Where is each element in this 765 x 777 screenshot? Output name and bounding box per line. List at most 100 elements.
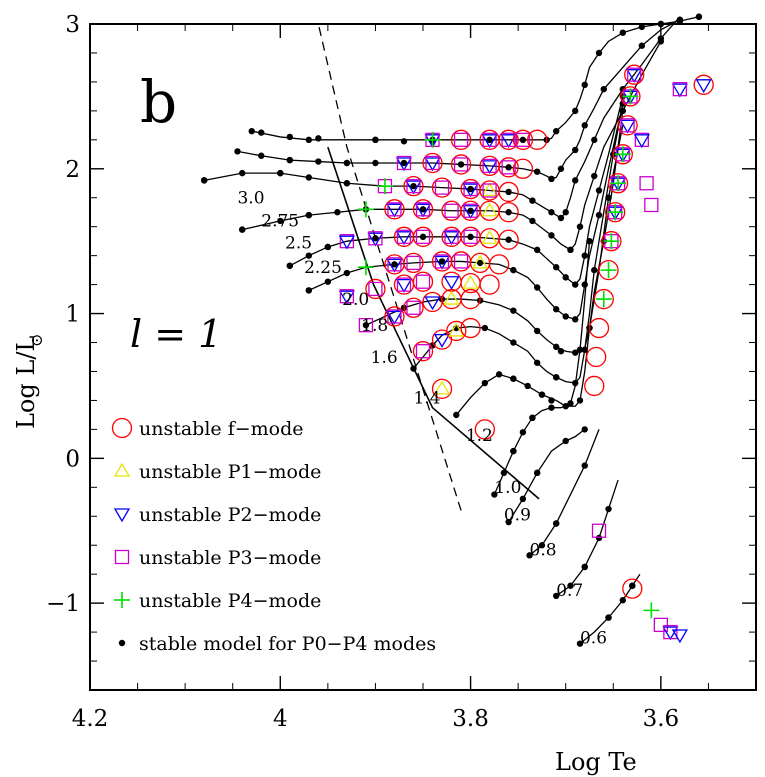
stable-point [286,133,293,141]
stable-point [572,177,579,184]
p3-mode-marker [672,82,688,97]
stable-point [591,266,598,274]
track-2.0 [289,96,624,286]
stable-point [562,209,569,216]
stable-point [467,207,474,214]
stable-point [372,235,379,242]
stable-point [562,274,569,281]
stable-point [553,520,560,527]
stable-point [572,349,579,356]
stable-point [595,534,603,542]
p2-mode-marker [386,258,403,273]
p2-mode-marker [462,205,479,220]
stable-point [533,246,541,254]
stable-point [576,346,584,353]
f-mode-marker [498,202,519,223]
x-axis: 4.2 4 3.8 3.6 [72,24,757,732]
stable-point [567,582,574,589]
stable-point [657,20,665,28]
f-mode-marker [693,74,714,95]
x-tick-label: 4 [273,706,288,732]
p2-mode-marker [113,508,131,523]
model-points [200,13,714,647]
stable-point [524,382,531,390]
stable-point [572,107,579,115]
stable-point [400,159,408,167]
p2-mode-marker [443,231,460,246]
p3-mode-marker [434,180,450,195]
f-mode-marker [512,158,534,179]
stable-point [605,614,612,621]
stable-point [581,281,588,288]
mass-label: 1.4 [413,388,440,408]
p2-mode-marker [433,333,451,348]
p3-mode-marker [406,300,421,315]
p1-mode-marker [443,290,460,305]
p3-mode-marker [387,309,402,324]
stable-point [548,175,555,183]
f-mode-marker [624,64,645,85]
p2-mode-marker [424,157,441,172]
p3-mode-marker [482,183,497,198]
stable-point [343,159,351,167]
f-mode-marker [460,317,481,339]
mass-label: 2.25 [304,258,342,278]
stable-point [533,359,541,366]
mass-label: 2.75 [261,212,299,232]
stable-point [581,563,588,571]
f-mode-marker [527,129,548,150]
f-mode-marker [598,259,619,281]
f-mode-marker [479,274,500,295]
legend-label: unstable P1−mode [139,461,321,483]
stable-point [500,469,508,477]
stable-point [581,462,588,469]
stable-point [410,365,417,372]
x-tick-label: 3.6 [643,706,680,732]
stable-point [519,429,527,436]
stable-point [315,158,322,165]
stable-point [476,259,484,267]
p2-mode-marker [395,231,413,246]
mass-label: 2.0 [342,290,369,310]
stable-point [553,306,560,313]
p2-mode-marker [481,160,498,175]
p2-mode-marker [633,134,650,149]
stable-point [305,287,313,294]
stable-point [362,321,370,329]
f-mode-marker [474,419,495,440]
stable-point [581,346,588,353]
f-mode-marker [450,154,472,175]
stable-point [619,597,626,604]
stable-point [286,156,293,164]
stable-point [258,152,265,159]
p2-mode-marker [338,290,356,305]
p1-mode-marker [481,229,498,244]
f-mode-marker [384,199,405,220]
legend-label: unstable P2−mode [139,504,321,526]
stable-point [572,316,579,323]
f-mode-marker [384,306,405,327]
stable-point [457,161,465,168]
p3-mode-marker [368,231,383,246]
stable-point [553,127,560,135]
mass-label: 2.5 [285,233,312,253]
track-0.7 [555,479,619,597]
f-mode-marker [431,378,453,400]
p3-mode-marker [406,179,421,194]
stable-point [438,258,446,265]
p3-mode-marker [444,203,459,218]
p3-mode-marker [620,118,635,133]
mass-label: 1.6 [371,348,398,368]
stable-point [595,211,603,219]
mass-label: 0.9 [504,506,531,526]
p2-mode-marker [619,119,636,134]
stable-point [605,194,612,201]
y-axis-label-sub: ⊙ [27,334,46,347]
stable-point [334,209,341,216]
f-mode-marker [460,288,481,310]
p3-mode-marker [515,132,531,147]
p1-mode-marker [433,380,451,395]
stable-point [234,148,241,155]
f-mode-marker [403,176,424,197]
p3-mode-marker [387,202,402,217]
